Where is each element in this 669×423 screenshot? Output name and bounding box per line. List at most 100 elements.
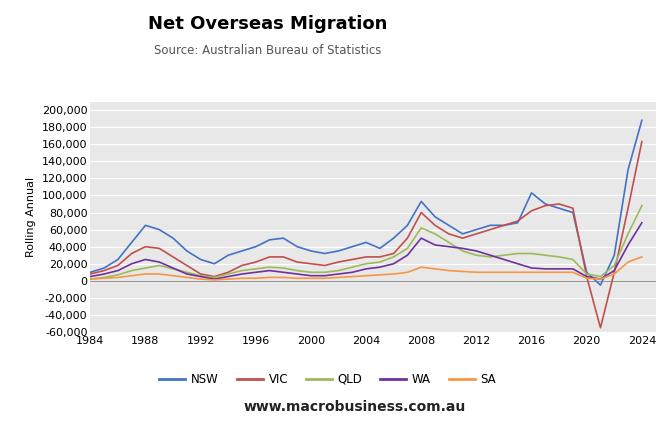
Line: NSW: NSW [90,120,642,285]
NSW [376,246,384,251]
NSW [514,220,522,225]
SA [597,277,605,282]
SA [100,276,108,281]
SA [128,273,136,278]
VIC [583,274,591,279]
SA [224,277,232,282]
WA [141,257,149,262]
NSW [624,167,632,172]
WA [169,266,177,271]
SA [362,273,370,278]
NSW [638,118,646,123]
NSW [555,206,563,211]
WA [334,272,343,277]
QLD [224,272,232,277]
SA [417,265,425,270]
SA [280,275,288,280]
Text: MACRO: MACRO [566,29,628,44]
VIC [252,259,260,264]
VIC [128,251,136,256]
NSW [155,227,163,232]
WA [638,220,646,225]
NSW [389,236,397,241]
QLD [169,266,177,272]
NSW [569,210,577,215]
SA [486,270,494,275]
VIC [183,263,191,268]
WA [555,266,563,272]
SA [500,270,508,275]
NSW [472,227,480,232]
VIC [141,244,149,249]
WA [403,253,411,258]
NSW [500,223,508,228]
SA [197,277,205,282]
QLD [334,268,343,273]
VIC [197,272,205,277]
QLD [238,268,246,273]
QLD [307,270,315,275]
QLD [293,268,301,273]
Text: Net Overseas Migration: Net Overseas Migration [148,15,387,33]
QLD [155,263,163,268]
QLD [389,254,397,259]
WA [197,274,205,279]
WA [389,261,397,266]
NSW [141,223,149,228]
Line: WA: WA [90,223,642,279]
VIC [638,139,646,144]
NSW [307,248,315,253]
VIC [555,201,563,206]
SA [114,275,122,280]
WA [362,266,370,272]
NSW [583,270,591,275]
QLD [86,277,94,282]
NSW [528,190,536,195]
NSW [541,201,549,206]
VIC [376,254,384,259]
SA [334,275,343,280]
SA [141,272,149,277]
WA [155,259,163,264]
NSW [403,223,411,228]
SA [458,269,466,274]
WA [514,261,522,266]
SA [155,272,163,277]
QLD [472,253,480,258]
VIC [349,257,357,262]
WA [224,274,232,279]
WA [238,272,246,277]
VIC [307,261,315,266]
QLD [114,272,122,277]
NSW [183,248,191,253]
NSW [128,240,136,245]
WA [431,242,439,247]
QLD [500,253,508,258]
QLD [403,246,411,251]
WA [86,274,94,279]
VIC [86,272,94,277]
VIC [486,227,494,232]
VIC [500,223,508,228]
VIC [334,259,343,264]
WA [280,270,288,275]
SA [307,276,315,281]
WA [307,273,315,278]
QLD [541,253,549,258]
WA [583,274,591,279]
QLD [210,275,218,280]
WA [100,272,108,277]
VIC [541,203,549,208]
NSW [224,253,232,258]
SA [514,270,522,275]
VIC [320,263,328,268]
NSW [486,223,494,228]
NSW [114,257,122,262]
QLD [458,248,466,253]
VIC [169,254,177,259]
NSW [610,253,618,258]
QLD [486,254,494,259]
NSW [431,214,439,219]
VIC [389,251,397,256]
SA [638,254,646,259]
